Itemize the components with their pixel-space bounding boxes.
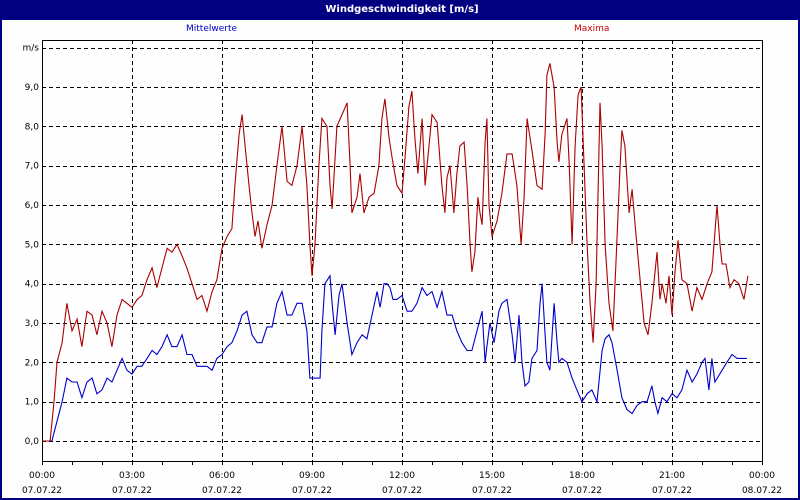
y-tick-label: 8,0 — [25, 122, 40, 132]
y-tick-label: 5,0 — [25, 240, 40, 250]
y-tick-label: 9,0 — [25, 83, 40, 93]
x-tick-date: 07.07.22 — [652, 486, 692, 496]
x-tick-date: 07.07.22 — [472, 486, 512, 496]
x-tick-date: 07.07.22 — [292, 486, 332, 496]
x-tick-time: 18:00 — [569, 471, 595, 481]
x-tick-date: 07.07.22 — [112, 486, 152, 496]
y-tick-label: 3,0 — [25, 319, 40, 329]
y-tick-label: 6,0 — [25, 201, 40, 211]
window-title: Windgeschwindigkeit [m/s] — [2, 0, 800, 20]
y-tick-label: 7,0 — [25, 162, 40, 172]
y-tick-label: 1,0 — [25, 398, 40, 408]
series-line-maxima — [42, 63, 749, 442]
x-tick-time: 00:00 — [29, 471, 55, 481]
legend-mittelwerte: Mittelwerte — [186, 24, 238, 34]
x-tick-date: 07.07.22 — [562, 486, 602, 496]
y-tick-label: 4,0 — [25, 280, 40, 290]
x-tick-time: 03:00 — [119, 471, 145, 481]
x-tick-time: 06:00 — [209, 471, 235, 481]
x-tick-date: 07.07.22 — [22, 486, 62, 496]
legend-maxima: Maxima — [574, 24, 610, 34]
x-tick-date: 08.07.22 — [742, 486, 782, 496]
x-tick-time: 12:00 — [389, 471, 415, 481]
x-tick-date: 07.07.22 — [202, 486, 242, 496]
y-tick-label: 2,0 — [25, 358, 40, 368]
x-tick-time: 00:00 — [749, 471, 775, 481]
y-unit-label: m/s — [23, 44, 40, 54]
x-tick-date: 07.07.22 — [382, 486, 422, 496]
y-tick-label: 0,0 — [25, 437, 40, 447]
x-tick-time: 21:00 — [659, 471, 685, 481]
series-line-mittelwerte — [42, 274, 747, 442]
x-tick-time: 15:00 — [479, 471, 505, 481]
x-tick-time: 09:00 — [299, 471, 325, 481]
